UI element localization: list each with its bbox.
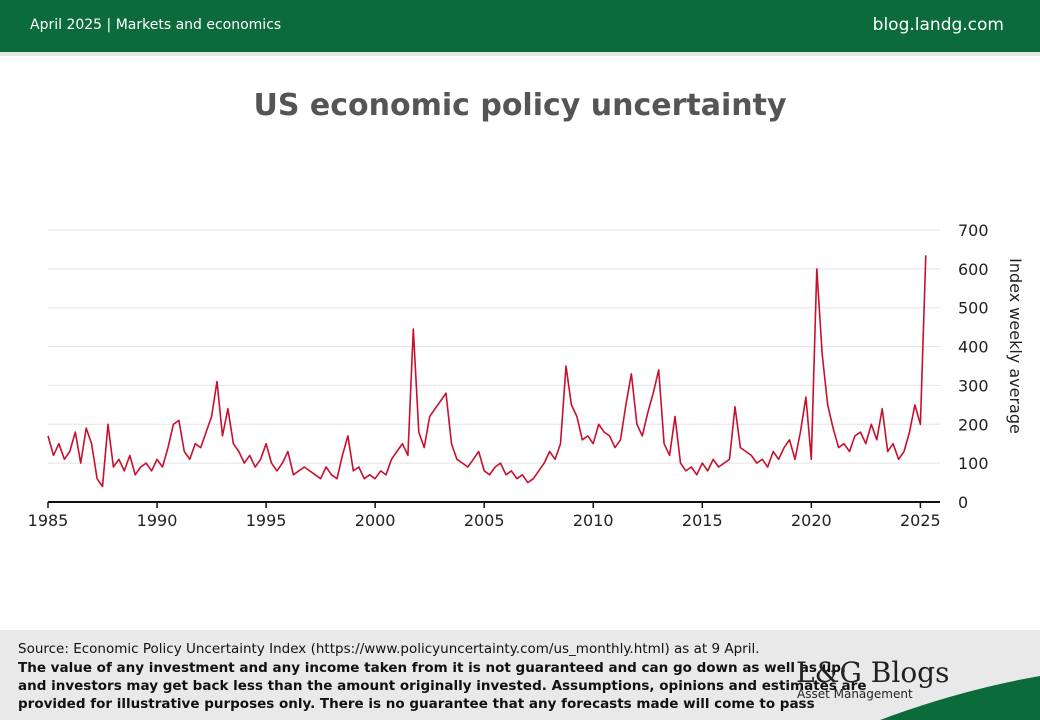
logo: L&G Blogs — [796, 656, 950, 689]
disclaimer-line: The value of any investment and any inco… — [18, 660, 846, 676]
x-tick-label: 1985 — [28, 511, 69, 530]
chart: 0 100 200 300 400 500 600 700 Index weekly avera… — [28, 221, 1025, 530]
y-tick-label: 600 — [958, 260, 989, 279]
disclaimer-line: provided for illustrative purposes only.… — [18, 696, 815, 712]
y-tick-label: 0 — [958, 493, 968, 512]
y-tick-label: 400 — [958, 338, 989, 357]
logo-sub: Asset Management — [797, 687, 913, 701]
y-tick-label: 100 — [958, 454, 989, 473]
chart-title: US economic policy uncertainty — [253, 88, 787, 123]
y-tick-label: 200 — [958, 415, 989, 434]
x-tick-label: 2005 — [464, 511, 505, 530]
x-tick-label: 2000 — [355, 511, 396, 530]
y-tick-label: 300 — [958, 376, 989, 395]
y-axis-label: Index weekly average — [1006, 258, 1025, 434]
header-date: April 2025 | Markets and economics — [30, 17, 282, 33]
x-tick-label: 1995 — [246, 511, 287, 530]
x-tick-label: 2015 — [682, 511, 723, 530]
disclaimer: The value of any investment and any inco… — [18, 659, 866, 713]
disclaimer-line: and investors may get back less than the… — [18, 678, 867, 694]
source: Source: Economic Policy Uncertainty Inde… — [18, 641, 760, 657]
divider — [0, 52, 1040, 56]
swoosh — [880, 676, 1040, 720]
x-tick-label: 2025 — [900, 511, 941, 530]
line-series — [47, 255, 927, 488]
x-tick-label: 2020 — [791, 511, 832, 530]
y-tick-label: 500 — [958, 299, 989, 318]
site-link[interactable]: blog.landg.com — [872, 15, 1004, 35]
footer: Source: Economic Policy Uncertainty Inde… — [0, 630, 1040, 720]
x-tick-label: 1990 — [137, 511, 178, 530]
y-tick-label: 700 — [958, 221, 989, 240]
x-tick-label: 2010 — [573, 511, 614, 530]
header: April 2025 | Markets and economics blog.… — [0, 0, 1040, 52]
